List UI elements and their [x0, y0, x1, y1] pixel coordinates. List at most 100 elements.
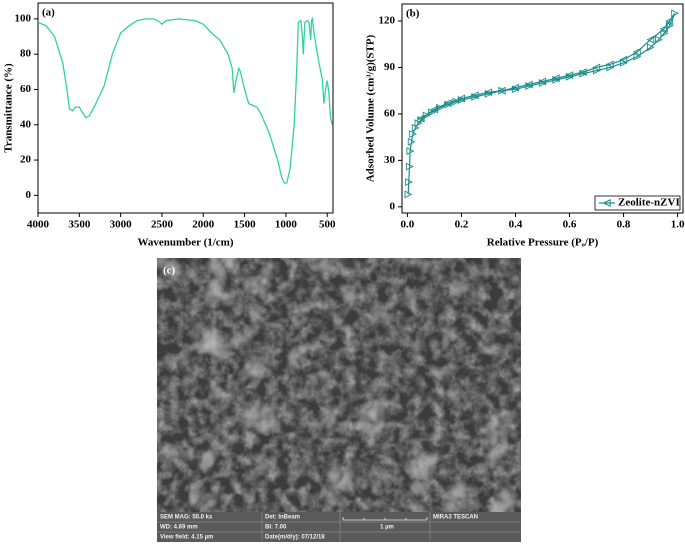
data-point	[457, 94, 466, 103]
y-axis-label: Transmittance (%)	[3, 63, 15, 153]
data-point	[511, 85, 520, 94]
data-point	[443, 99, 452, 108]
legend-box	[594, 195, 681, 211]
sem-info-text: 1 µm	[380, 525, 394, 531]
x-tick-label: 0.2	[455, 219, 469, 231]
data-point	[551, 74, 560, 83]
y-tick-label: 40	[20, 118, 32, 130]
data-point	[565, 71, 574, 80]
y-tick-label: 60	[20, 83, 32, 95]
y-tick-label: 100	[15, 12, 32, 24]
data-point	[470, 91, 479, 100]
data-point	[524, 80, 533, 89]
data-point	[471, 92, 480, 101]
data-point	[511, 83, 520, 92]
y-tick-label: 0	[26, 189, 32, 201]
data-point	[605, 60, 614, 69]
data-point	[497, 86, 506, 95]
data-point	[619, 55, 628, 64]
y-tick-label: 20	[20, 154, 32, 166]
data-point	[414, 119, 423, 128]
x-tick-label: 3500	[68, 219, 91, 231]
data-point	[405, 178, 413, 186]
data-point	[457, 96, 466, 104]
sem-info-text: SEM MAG: 50.0 kx	[160, 515, 213, 521]
panel-label: (a)	[42, 7, 55, 19]
y-tick-label: 60	[384, 107, 396, 119]
data-point	[538, 77, 547, 86]
data-point	[655, 35, 663, 44]
y-tick-label: 120	[379, 15, 396, 27]
data-point	[484, 88, 493, 97]
data-line	[37, 16, 333, 184]
sem-grain	[157, 258, 521, 512]
data-point	[417, 116, 426, 125]
sem-info-text: Det: InBeam	[265, 515, 300, 521]
data-point	[632, 48, 641, 56]
data-point	[578, 68, 587, 77]
data-point	[405, 162, 414, 171]
data-point	[404, 190, 413, 199]
y-tick-label: 90	[384, 61, 396, 73]
plot-frame	[37, 2, 334, 214]
data-point	[565, 72, 574, 81]
data-point	[671, 9, 680, 18]
data-point	[428, 108, 436, 117]
x-tick-label: 1.0	[671, 219, 685, 231]
x-tick-label: 2500	[151, 219, 174, 231]
data-point	[407, 137, 416, 146]
x-tick-label: 0.0	[401, 219, 415, 231]
legend-label: Zeolite-nZVI	[618, 197, 680, 209]
data-point	[409, 130, 418, 138]
y-tick-label: 0	[390, 200, 396, 212]
data-point	[444, 100, 453, 109]
x-tick-label: 0.4	[509, 219, 523, 231]
x-tick-label: 0.8	[617, 219, 631, 231]
x-tick-label: 1500	[234, 219, 257, 231]
x-tick-label: 2000	[192, 219, 215, 231]
panel-label: (b)	[406, 8, 420, 20]
panel-label: (c)	[163, 265, 176, 277]
data-point	[452, 97, 461, 106]
data-point	[484, 89, 493, 98]
sem-info-text: Date(m/d/y): 07/12/18	[265, 535, 325, 541]
x-axis-label: Relative Pressure (Pₒ/P)	[487, 237, 599, 249]
data-point	[633, 52, 642, 61]
data-point	[406, 147, 415, 156]
y-tick-label: 80	[20, 48, 32, 60]
sem-info-text: BI: 7.00	[265, 525, 287, 531]
y-axis-label: Adsorbed Volume (cm³/g)(STP)	[365, 34, 377, 182]
data-point	[665, 17, 674, 25]
data-point	[538, 79, 547, 87]
x-tick-label: 0.6	[563, 219, 577, 231]
data-point	[436, 103, 445, 112]
x-tick-label: 1000	[275, 219, 298, 231]
sem-image: (c) SEM MAG: 50.0 kx Det: InBeam MIRA3 TES…	[157, 258, 521, 542]
data-point	[592, 63, 601, 72]
x-tick-label: 4000	[27, 219, 50, 231]
data-point	[579, 69, 588, 78]
data-point	[646, 35, 655, 44]
y-tick-label: 30	[384, 154, 396, 166]
data-point	[646, 43, 655, 52]
data-point	[430, 105, 439, 114]
sem-info-bar	[157, 512, 521, 542]
data-point	[416, 114, 425, 123]
data-point	[660, 29, 669, 38]
sem-info-text: View field: 4.15 µm	[160, 535, 213, 541]
sem-scale-bar	[342, 517, 428, 521]
data-line	[407, 12, 676, 195]
sem-info-text: MIRA3 TESCAN	[433, 515, 478, 521]
x-tick-label: 3000	[110, 219, 133, 231]
data-point	[659, 24, 668, 33]
sem-info-text: WD: 4.69 mm	[160, 525, 198, 531]
data-point	[552, 75, 561, 84]
sem-info-grid	[157, 512, 521, 542]
legend-marker	[602, 198, 611, 208]
data-point	[525, 82, 534, 90]
x-tick-label: 500	[319, 219, 336, 231]
x-axis-label: Wavenumber (1/cm)	[137, 237, 233, 249]
plot-frame	[401, 3, 684, 214]
